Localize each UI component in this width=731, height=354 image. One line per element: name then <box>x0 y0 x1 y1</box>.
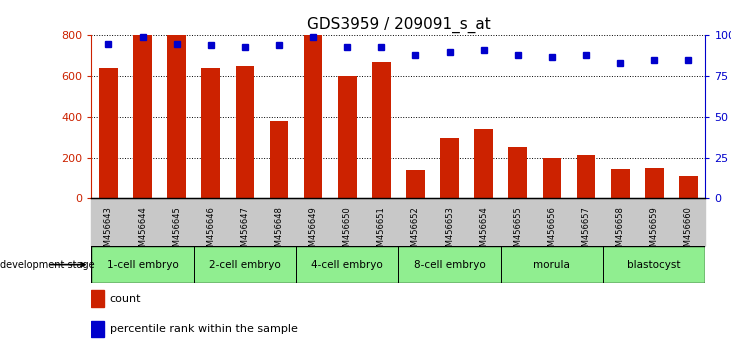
Text: 8-cell embryo: 8-cell embryo <box>414 259 485 270</box>
Text: count: count <box>110 294 141 304</box>
Bar <box>542 158 561 198</box>
Text: blastocyst: blastocyst <box>627 259 681 270</box>
Bar <box>406 170 425 198</box>
Bar <box>91 290 104 307</box>
Bar <box>133 35 152 198</box>
Bar <box>270 121 288 198</box>
Bar <box>91 246 194 283</box>
Bar <box>304 35 322 198</box>
Bar <box>440 138 459 198</box>
Bar <box>296 246 398 283</box>
Bar <box>338 76 357 198</box>
Text: morula: morula <box>534 259 570 270</box>
Text: 4-cell embryo: 4-cell embryo <box>311 259 383 270</box>
Bar <box>194 246 296 283</box>
Bar <box>202 68 220 198</box>
Text: development stage: development stage <box>0 259 94 270</box>
Bar <box>501 246 603 283</box>
Bar <box>91 320 104 337</box>
Bar <box>645 168 664 198</box>
Bar <box>603 246 705 283</box>
Bar <box>398 246 501 283</box>
Title: GDS3959 / 209091_s_at: GDS3959 / 209091_s_at <box>306 16 491 33</box>
Bar <box>508 147 527 198</box>
Text: 1-cell embryo: 1-cell embryo <box>107 259 178 270</box>
Bar <box>167 35 186 198</box>
Text: 2-cell embryo: 2-cell embryo <box>209 259 281 270</box>
Text: percentile rank within the sample: percentile rank within the sample <box>110 324 298 334</box>
Bar <box>235 66 254 198</box>
Bar <box>577 155 595 198</box>
Bar <box>679 176 697 198</box>
Bar <box>610 169 629 198</box>
Bar <box>372 62 390 198</box>
Bar <box>99 68 118 198</box>
Bar <box>474 129 493 198</box>
